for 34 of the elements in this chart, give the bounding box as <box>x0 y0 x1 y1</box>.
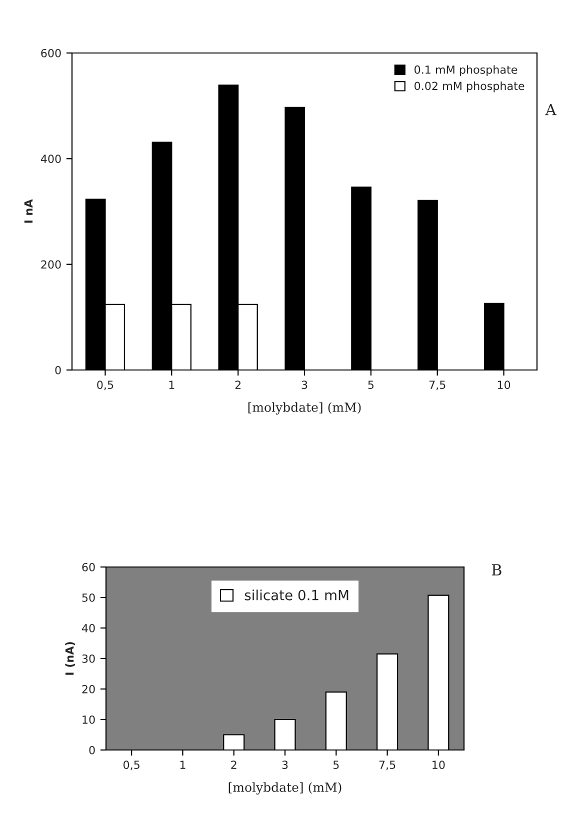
y-tick-label: 50 <box>82 593 95 602</box>
x-tick-label: 10 <box>432 760 445 770</box>
y-tick-label: 40 <box>82 624 95 632</box>
x-tick-label: 3 <box>302 380 308 390</box>
x-tick-label: 5 <box>333 760 339 770</box>
y-tick-label: 400 <box>40 154 61 164</box>
x-axis-title: [molybdate] (mM) <box>228 782 342 795</box>
y-tick-label: 10 <box>82 715 95 724</box>
y-tick-label: 200 <box>41 260 61 269</box>
x-tick-label: 0,5 <box>97 380 114 390</box>
x-tick-label: 10 <box>498 380 510 390</box>
x-tick-label: 0,5 <box>123 760 140 770</box>
x-tick-label: 2 <box>235 380 240 389</box>
y-tick-label: 0 <box>89 746 95 754</box>
legend-label: 0.1 mM phosphate <box>414 65 518 76</box>
legend-label: 0.02 mM phosphate <box>414 82 524 92</box>
y-axis-title: I nA <box>24 199 33 223</box>
x-tick-label: 1 <box>169 380 174 389</box>
y-tick-label: 30 <box>82 654 95 663</box>
x-tick-label: 3 <box>282 760 288 770</box>
y-tick-label: 20 <box>82 684 95 694</box>
x-tick-label: 7,5 <box>429 380 446 390</box>
y-tick-label: 0 <box>55 366 61 374</box>
text: A <box>545 104 556 116</box>
x-axis-title: [molybdate] (mM) <box>248 402 361 415</box>
x-tick-label: 7,5 <box>379 760 396 770</box>
y-tick-label: 60 <box>82 562 95 572</box>
legend-label: silicate 0.1 mM <box>244 590 348 600</box>
x-tick-label: 1 <box>180 760 186 769</box>
text: B <box>492 564 502 576</box>
y-tick-label: 600 <box>41 48 61 58</box>
y-axis-title: I (nA) <box>65 642 76 675</box>
x-tick-label: 2 <box>231 760 236 769</box>
x-tick-label: 5 <box>368 380 374 390</box>
